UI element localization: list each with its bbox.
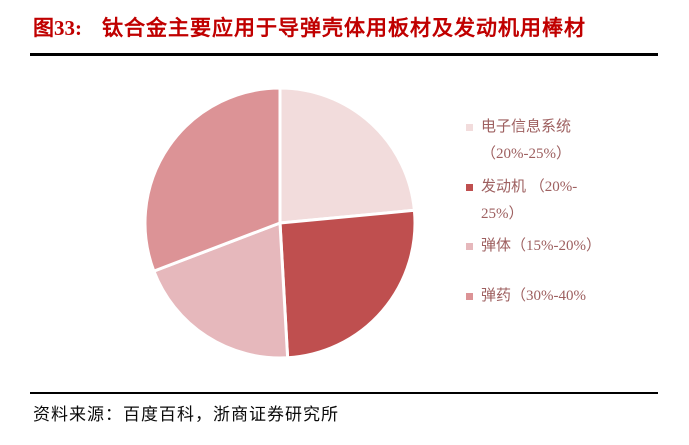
legend-item-2: 弹体（15%-20%） (466, 233, 601, 260)
source-note: 资料来源：百度百科，浙商证券研究所 (33, 405, 339, 424)
figure-title: 钛合金主要应用于导弹壳体用板材及发动机用棒材 (102, 16, 586, 40)
pie-slice-1 (278, 208, 417, 360)
pie-slice-3 (143, 86, 282, 273)
legend-swatch-icon (466, 184, 473, 191)
pie-slice-2 (152, 221, 290, 360)
pie-slice-0 (278, 86, 416, 225)
legend-item-0: 电子信息系统 （20%-25%） (466, 114, 571, 168)
legend-swatch-icon (466, 293, 473, 300)
figure-header: 图33: 钛合金主要应用于导弹壳体用板材及发动机用棒材 (33, 15, 663, 42)
header-divider-line (30, 53, 658, 56)
legend-item-1: 发动机 （20%- 25%） (466, 174, 577, 228)
legend-swatch-icon (466, 243, 473, 250)
pie-chart (143, 86, 417, 360)
legend-label: 弹药（30%-40% (481, 288, 586, 304)
figure-number-label: 图33: (33, 16, 82, 40)
legend-label: 发动机 （20%- 25%） (481, 179, 578, 222)
legend-label: 弹体（15%-20%） (481, 238, 601, 254)
legend-swatch-icon (466, 124, 473, 131)
legend-label: 电子信息系统 （20%-25%） (481, 119, 572, 162)
footer-divider-line (30, 392, 658, 394)
legend-item-3: 弹药（30%-40% (466, 283, 586, 310)
